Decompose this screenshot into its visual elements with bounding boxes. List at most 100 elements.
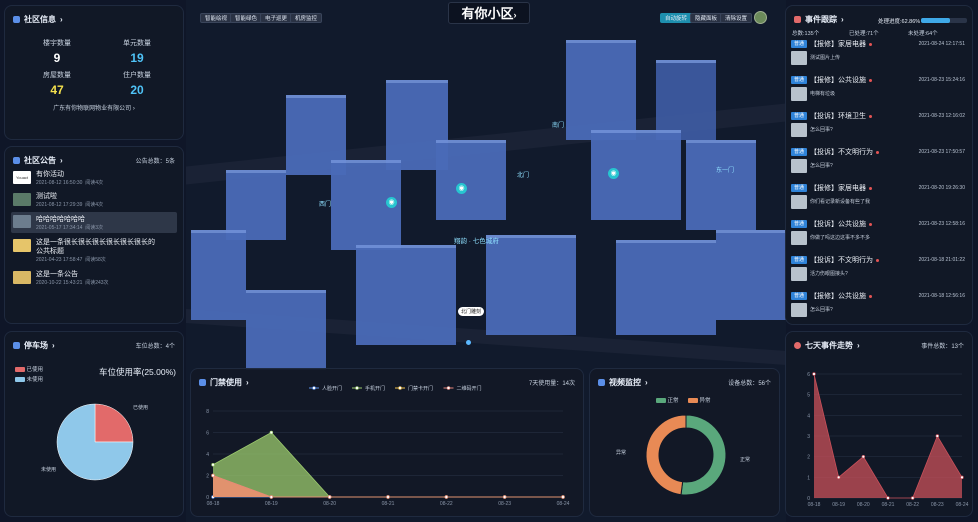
building[interactable] — [191, 230, 246, 320]
stat-label: 住户数量 — [123, 72, 151, 79]
event-item[interactable]: 普通 【投诉】环境卫生 2021-08-23 12:16:02 怎么回事? — [791, 110, 967, 144]
building[interactable] — [656, 60, 716, 140]
door-access-chart: 人脸开门 手机开门 门禁卡开门 二维码开门 0 2 4 6 8 08-18 08-19 08-20 08… — [206, 385, 569, 507]
auto-rotate-button[interactable]: 自动旋转 — [660, 13, 693, 23]
x-tick-label: 08-20 — [857, 502, 870, 508]
legend-marker — [312, 386, 316, 390]
event-tag: 普通 — [791, 40, 807, 48]
clear-settings-button[interactable]: 清除设置 — [720, 13, 753, 23]
announcement-thumbnail — [13, 239, 31, 252]
camera-icon[interactable]: ◉ — [608, 168, 619, 179]
building[interactable] — [616, 240, 716, 335]
building[interactable] — [226, 170, 286, 240]
door-access-title-text: 门禁使用 — [210, 378, 242, 387]
announcement-meta: 2021-08-12 16:50:30 阅读4次 — [36, 179, 103, 186]
event-title-wrap: 【投诉】不文明行为 — [810, 147, 879, 157]
camera-icon[interactable]: ◉ — [386, 197, 397, 208]
page-title-box: 有你小区› — [448, 2, 530, 24]
building[interactable] — [686, 140, 756, 230]
donut-slice-1[interactable] — [645, 414, 687, 496]
community-title-text: 社区信息 — [24, 15, 56, 24]
event-item[interactable]: 普通 【报修】公共设施 2021-08-18 12:56:16 怎么回事? — [791, 290, 967, 324]
announcement-meta: 2020-10-22 15:43:21 阅读243次 — [36, 279, 109, 286]
legend-label: 门禁卡开门 — [408, 385, 433, 392]
event-date: 2021-08-23 12:58:16 — [918, 221, 965, 227]
location-marker-icon[interactable] — [466, 340, 471, 345]
event-item[interactable]: 普通 【投诉】不文明行为 2021-08-23 17:50:57 怎么回事? — [791, 146, 967, 180]
count-label: 设备总数： — [728, 381, 759, 387]
legend-label: 正常 — [667, 398, 679, 404]
events-pending: 未处理:64个 — [908, 31, 938, 37]
tab-smart-view[interactable]: 智能绘视 — [200, 13, 233, 23]
building[interactable] — [566, 40, 636, 140]
event-desc: 活力伤眼图接头? — [810, 271, 848, 277]
list-item[interactable]: 这是一条很长很长很长很长很长很长的 公共标题 2021-04-23 17:58:… — [13, 237, 177, 265]
list-item[interactable]: 测试啦 2021-08-12 17:29:39 阅读4次 — [13, 191, 177, 209]
event-title-wrap: 【报修】公共设施 — [810, 291, 872, 301]
event-thumbnail — [791, 159, 807, 173]
event-date: 2021-08-24 12:17:51 — [918, 41, 965, 47]
event-item[interactable]: 普通 【投诉】不文明行为 2021-08-18 21:01:22 活力伤眼图接头? — [791, 254, 967, 288]
event-item[interactable]: 普通 【报修】家居电器 2021-08-24 12:17:51 测试图片上传 — [791, 38, 967, 72]
event-item[interactable]: 普通 【报修】家居电器 2021-08-20 19:26:30 你们看记录新设备有些了… — [791, 182, 967, 216]
building[interactable] — [436, 140, 506, 220]
building[interactable] — [591, 130, 681, 220]
trend-chart: 0 1 2 3 4 5 6 08-18 08-19 08-20 08-21 08-22 08-23 08-… — [807, 372, 969, 508]
data-point — [269, 430, 274, 435]
trend-icon — [794, 342, 801, 349]
event-date: 2021-08-23 12:16:02 — [918, 113, 965, 119]
x-tick-label: 08-20 — [323, 501, 336, 507]
map-label-garden: 翔韵 · 七色城府 — [454, 238, 499, 245]
tab-smart-green[interactable]: 智能绿色 — [230, 13, 263, 23]
unread-dot-icon — [876, 150, 879, 154]
event-thumbnail — [791, 267, 807, 281]
events-done: 已处理:71个 — [849, 31, 879, 37]
unread-dot-icon — [869, 294, 872, 298]
stat-value: 19 — [130, 51, 144, 65]
chevron-right-icon: › — [52, 341, 55, 350]
event-date: 2021-08-20 19:26:30 — [918, 185, 965, 191]
hide-panel-button[interactable]: 隐藏面板 — [690, 13, 723, 23]
pie-slice-0[interactable] — [94, 403, 134, 443]
video-title: 视频监控 › — [598, 377, 648, 388]
map-poi-label[interactable]: 北门雕刻 — [458, 307, 485, 316]
x-tick-label: 08-21 — [882, 502, 895, 508]
pie-label-used: 已使用 — [133, 405, 149, 411]
announcement-title: 有你活动 — [36, 171, 64, 178]
data-point — [861, 454, 866, 459]
parking-count: 车位总数：4个 — [136, 341, 175, 350]
donut-slice-0[interactable] — [680, 414, 727, 496]
x-tick-label: 08-19 — [832, 502, 845, 508]
tab-patrol[interactable]: 电子巡更 — [260, 13, 293, 23]
list-item[interactable]: Youact 有你活动 2021-08-12 16:50:30 阅读4次 — [13, 169, 177, 187]
x-tick-label: 08-24 — [956, 502, 969, 508]
event-title: 【投诉】环境卫生 — [810, 113, 866, 120]
building[interactable] — [331, 160, 401, 250]
door-access-count: 7天使用量：14次 — [529, 378, 575, 387]
legend-abnormal[interactable]: 异常 — [688, 396, 711, 404]
data-point — [269, 495, 274, 499]
legend-normal[interactable]: 正常 — [656, 396, 679, 404]
event-item[interactable]: 普通 【报修】公共设施 2021-08-23 15:24:16 电梯有垃圾 — [791, 74, 967, 108]
building[interactable] — [356, 245, 456, 345]
event-tag: 普通 — [791, 292, 807, 300]
legend-swatch — [656, 398, 666, 404]
company-link[interactable]: 广东有你物联网物业有限公司 › — [5, 103, 183, 112]
parking-title-text: 停车场 — [24, 341, 48, 350]
count-value: 4个 — [165, 344, 175, 350]
video-donut-chart — [645, 414, 727, 496]
events-panel: 事件跟踪 › 处理进度:62.86% 总数:135个 已处理:71个 未处理:64… — [785, 5, 973, 325]
building[interactable] — [246, 290, 326, 370]
tab-server-room[interactable]: 机房监控 — [290, 13, 323, 23]
building[interactable] — [486, 235, 576, 335]
event-item[interactable]: 普通 【投诉】公共设施 2021-08-23 12:58:16 你做了吗这边这事不多不… — [791, 218, 967, 252]
building[interactable] — [716, 230, 786, 320]
pie-slice-1[interactable] — [56, 403, 134, 481]
legend-unused[interactable]: 未使用 — [15, 375, 43, 383]
avatar[interactable] — [754, 11, 767, 24]
chevron-right-icon: › — [645, 378, 648, 387]
camera-icon[interactable]: ◉ — [456, 183, 467, 194]
list-item[interactable]: 这是一条公告 2020-10-22 15:43:21 阅读243次 — [13, 269, 177, 287]
list-item-selected[interactable]: 哈哈哈哈哈哈哈 2021-05-17 17:34:14 阅读3次 — [11, 212, 177, 233]
legend-used[interactable]: 已使用 — [15, 365, 43, 373]
